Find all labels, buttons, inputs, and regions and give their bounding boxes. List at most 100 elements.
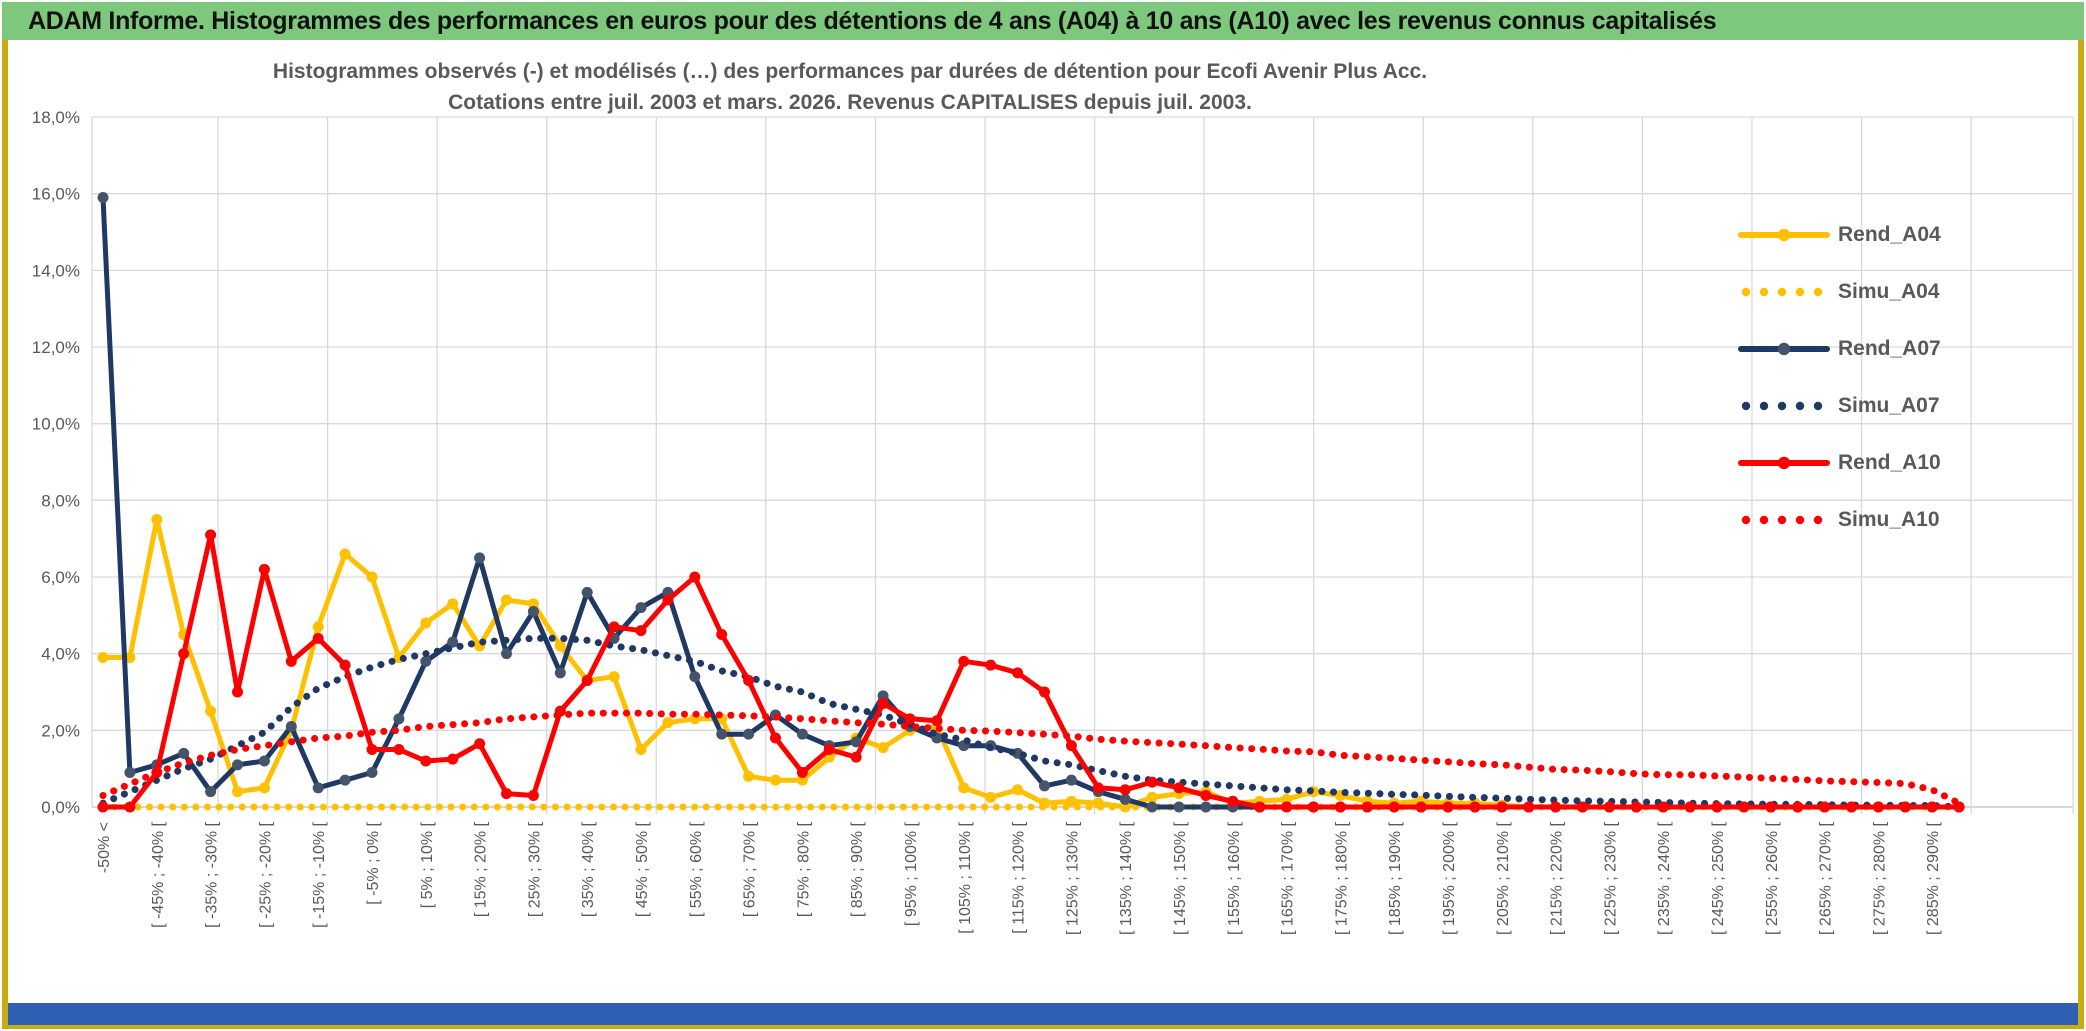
data-point-marker[interactable] [1012, 784, 1024, 796]
data-point-marker[interactable] [635, 744, 647, 756]
series-Rend_A07[interactable] [97, 192, 1965, 813]
data-point-marker[interactable] [1496, 801, 1508, 813]
data-point-marker[interactable] [1469, 801, 1481, 813]
data-point-marker[interactable] [447, 598, 459, 610]
data-point-marker[interactable] [689, 671, 701, 683]
data-point-marker[interactable] [1173, 801, 1185, 813]
data-point-marker[interactable] [1523, 801, 1535, 813]
data-point-marker[interactable] [1039, 686, 1050, 698]
data-point-marker[interactable] [1200, 801, 1212, 813]
data-point-marker[interactable] [554, 667, 566, 679]
data-point-marker[interactable] [447, 636, 459, 648]
series-Simu_A10[interactable] [99, 709, 1963, 807]
data-point-marker[interactable] [958, 655, 970, 667]
data-point-marker[interactable] [1899, 801, 1911, 813]
data-point-marker[interactable] [1227, 795, 1239, 807]
data-point-marker[interactable] [366, 571, 378, 583]
data-point-marker[interactable] [1442, 801, 1454, 813]
data-point-marker[interactable] [743, 675, 755, 687]
data-point-marker[interactable] [716, 728, 728, 740]
data-point-marker[interactable] [205, 786, 217, 798]
data-point-marker[interactable] [1065, 774, 1077, 786]
data-point-marker[interactable] [501, 788, 512, 800]
data-point-marker[interactable] [1012, 667, 1024, 679]
data-point-marker[interactable] [1281, 801, 1293, 813]
data-point-marker[interactable] [285, 721, 297, 733]
data-point-marker[interactable] [151, 514, 163, 526]
data-point-marker[interactable] [1308, 801, 1319, 813]
data-point-marker[interactable] [97, 192, 109, 204]
data-point-marker[interactable] [178, 747, 190, 759]
data-point-marker[interactable] [1415, 801, 1427, 813]
data-point-marker[interactable] [608, 671, 620, 683]
data-point-marker[interactable] [1361, 801, 1373, 813]
data-point-marker[interactable] [527, 598, 539, 610]
data-point-marker[interactable] [1738, 801, 1750, 813]
data-point-marker[interactable] [339, 659, 351, 671]
data-point-marker[interactable] [662, 594, 674, 606]
data-point-marker[interactable] [527, 790, 539, 802]
data-point-marker[interactable] [635, 625, 647, 637]
data-point-marker[interactable] [501, 648, 512, 660]
data-point-marker[interactable] [339, 548, 351, 560]
data-point-marker[interactable] [1119, 793, 1131, 805]
data-point-marker[interactable] [285, 655, 297, 667]
data-point-marker[interactable] [205, 529, 217, 541]
data-point-marker[interactable] [1065, 795, 1077, 807]
data-point-marker[interactable] [608, 621, 620, 633]
data-point-marker[interactable] [420, 617, 432, 629]
data-point-marker[interactable] [1065, 740, 1077, 752]
data-point-marker[interactable] [770, 774, 781, 786]
data-point-marker[interactable] [312, 621, 324, 633]
data-point-marker[interactable] [232, 786, 243, 798]
data-point-marker[interactable] [716, 629, 728, 641]
data-point-marker[interactable] [1926, 801, 1938, 813]
data-point-marker[interactable] [1388, 801, 1400, 813]
legend-item-Simu_A04[interactable]: Simu_A04 [1738, 263, 1998, 320]
data-point-marker[interactable] [850, 736, 862, 748]
data-point-marker[interactable] [97, 652, 109, 664]
data-point-marker[interactable] [501, 594, 512, 606]
data-point-marker[interactable] [1119, 784, 1131, 796]
horizontal-scrollbar[interactable] [8, 1003, 2078, 1025]
data-point-marker[interactable] [124, 801, 136, 813]
data-point-marker[interactable] [1657, 801, 1669, 813]
legend-item-Simu_A07[interactable]: Simu_A07 [1738, 377, 1998, 434]
data-point-marker[interactable] [1846, 801, 1857, 813]
data-point-marker[interactable] [97, 801, 109, 813]
data-point-marker[interactable] [796, 728, 808, 740]
data-point-marker[interactable] [1281, 793, 1293, 805]
legend-item-Rend_A07[interactable]: Rend_A07 [1738, 320, 1998, 377]
data-point-marker[interactable] [1684, 801, 1696, 813]
data-point-marker[interactable] [474, 552, 486, 564]
data-point-marker[interactable] [393, 713, 405, 725]
data-point-marker[interactable] [1334, 801, 1346, 813]
data-point-marker[interactable] [232, 759, 243, 771]
data-point-marker[interactable] [662, 717, 674, 729]
data-point-marker[interactable] [877, 690, 889, 702]
data-point-marker[interactable] [770, 732, 781, 744]
data-point-marker[interactable] [1146, 801, 1158, 813]
series-Rend_A10[interactable] [97, 529, 1965, 813]
data-point-marker[interactable] [178, 648, 190, 660]
data-point-marker[interactable] [796, 774, 808, 786]
data-point-marker[interactable] [1039, 780, 1050, 792]
data-point-marker[interactable] [1711, 801, 1723, 813]
data-point-marker[interactable] [258, 755, 270, 767]
data-point-marker[interactable] [312, 632, 324, 644]
data-point-marker[interactable] [635, 602, 647, 614]
data-point-marker[interactable] [743, 770, 755, 782]
data-point-marker[interactable] [205, 705, 217, 717]
data-point-marker[interactable] [527, 606, 539, 618]
data-point-marker[interactable] [474, 738, 486, 750]
data-point-marker[interactable] [904, 713, 916, 725]
data-point-marker[interactable] [931, 715, 943, 727]
data-point-marker[interactable] [743, 728, 755, 740]
data-point-marker[interactable] [447, 753, 459, 765]
data-point-marker[interactable] [958, 782, 970, 794]
data-point-marker[interactable] [796, 767, 808, 779]
data-point-marker[interactable] [258, 563, 270, 575]
data-point-marker[interactable] [985, 791, 997, 803]
data-point-marker[interactable] [877, 698, 889, 710]
data-point-marker[interactable] [366, 744, 378, 756]
